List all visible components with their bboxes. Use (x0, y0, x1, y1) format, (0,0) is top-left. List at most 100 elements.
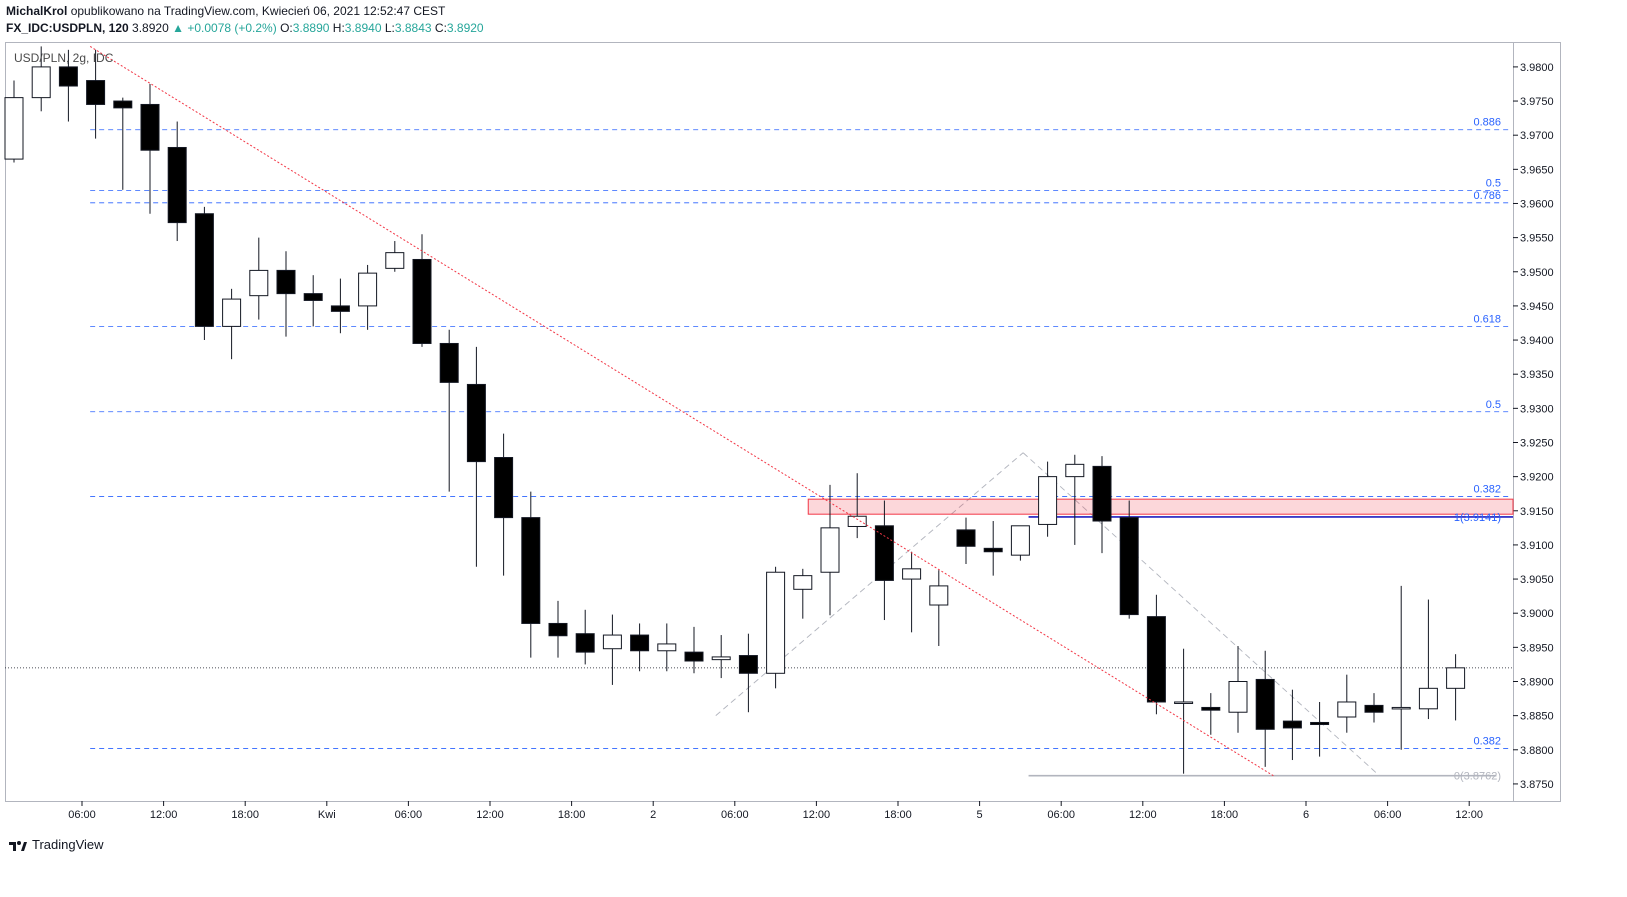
candle-body (1038, 476, 1058, 525)
candle-body (86, 80, 106, 105)
candle-body (847, 515, 867, 527)
y-tick-label: 3.9400 (1520, 335, 1554, 347)
x-tick-label: 06:00 (68, 809, 96, 821)
candle-body (956, 529, 976, 547)
candle-body (1228, 680, 1248, 713)
x-tick-label: 18:00 (1211, 809, 1239, 821)
x-tick-label: 06:00 (395, 809, 423, 821)
x-tick-label: 12:00 (803, 809, 831, 821)
candle-body (929, 585, 949, 606)
x-tick-label: 12:00 (476, 809, 504, 821)
resistance-zone[interactable] (807, 498, 1514, 515)
y-tick-label: 3.9450 (1520, 301, 1554, 313)
fib-level-label: 0.618 (1473, 313, 1501, 325)
candle-body (113, 100, 133, 109)
x-tick-label: Kwi (318, 809, 336, 821)
y-tick-label: 3.8900 (1520, 676, 1554, 688)
fib-level-label: 0.5 (1486, 399, 1501, 411)
candle-body (1391, 706, 1411, 710)
y-tick-label: 3.9050 (1520, 574, 1554, 586)
x-tick-label: 06:00 (1047, 809, 1075, 821)
candle-body (983, 547, 1003, 553)
fib-level-label: 0.382 (1473, 735, 1501, 747)
x-tick-label: 18:00 (558, 809, 586, 821)
candle-body (222, 298, 242, 327)
y-tick-label: 3.9250 (1520, 437, 1554, 449)
fib-level-label: 0.886 (1473, 117, 1501, 129)
y-tick-label: 3.9150 (1520, 506, 1554, 518)
y-tick-label: 3.9350 (1520, 369, 1554, 381)
candle-body (439, 342, 459, 383)
candle-body (766, 571, 786, 674)
close-label: C: (434, 21, 447, 35)
candle-body (902, 568, 922, 580)
candle-body (303, 293, 323, 301)
open-label: O: (280, 21, 293, 35)
x-tick-label: 12:00 (1455, 809, 1483, 821)
footer-brand[interactable]: TradingView (8, 837, 104, 852)
candle-body (1364, 704, 1384, 713)
x-tick-label: 06:00 (1374, 809, 1402, 821)
high-label: H: (332, 21, 345, 35)
x-tick-label: 18:00 (231, 809, 259, 821)
candle-body (466, 383, 486, 463)
candle-body (412, 258, 432, 344)
chart-pane[interactable] (5, 42, 1514, 802)
x-tick-label: 18:00 (884, 809, 912, 821)
trendline[interactable] (89, 45, 1274, 777)
x-tick-label: 12:00 (1129, 809, 1157, 821)
candle-body (684, 651, 704, 662)
candle-body (1119, 517, 1139, 616)
candle-body (140, 103, 160, 151)
last-price: 3.8920 (132, 21, 169, 35)
publish-info: MichalKrol opublikowano na TradingView.c… (6, 4, 445, 18)
y-tick-label: 3.9700 (1520, 130, 1554, 142)
candle-body (602, 634, 622, 650)
candle-body (711, 656, 731, 661)
candle-body (1418, 687, 1438, 710)
candle-body (548, 622, 568, 637)
candle-body (1174, 701, 1194, 704)
candle-body (494, 457, 514, 519)
candle-body (630, 634, 650, 652)
fib-level-label: 0.5 (1486, 178, 1501, 190)
candle-body (167, 146, 187, 224)
candle-body (1092, 465, 1112, 522)
candle-body (1201, 706, 1221, 711)
fib-level-label: 0.382 (1473, 483, 1501, 495)
y-tick-label: 3.9200 (1520, 472, 1554, 484)
candle-body (820, 527, 840, 573)
fib-level-label: 0.786 (1473, 190, 1501, 202)
x-tick-label: 5 (977, 809, 983, 821)
low-label: L: (384, 21, 395, 35)
candle-body (1310, 721, 1330, 726)
symbol-info: FX_IDC:USDPLN, 120 3.8920 ▲ +0.0078 (+0.… (6, 21, 484, 35)
candle-body (1255, 678, 1275, 730)
y-tick-label: 3.9750 (1520, 96, 1554, 108)
candle-body (4, 97, 24, 160)
candle-body (657, 643, 677, 652)
fib-swing-line (715, 452, 1024, 716)
chart-title: USD/PLN, 2g, IDC (14, 51, 114, 65)
y-tick-label: 3.9600 (1520, 198, 1554, 210)
low-level-label: 0(3.8762) (1454, 771, 1501, 783)
tradingview-logo-icon (9, 840, 27, 851)
footer-brand-label: TradingView (32, 837, 104, 852)
candle-body (1146, 616, 1166, 703)
candle-body (58, 66, 78, 87)
y-tick-label: 3.8850 (1520, 711, 1554, 723)
author-name[interactable]: MichalKrol (6, 4, 68, 18)
open-value: 3.8890 (292, 21, 330, 35)
price-axis[interactable] (1513, 42, 1561, 802)
candle-body (521, 517, 541, 624)
y-tick-label: 3.9500 (1520, 267, 1554, 279)
y-tick-label: 3.9300 (1520, 403, 1554, 415)
y-tick-label: 3.9650 (1520, 164, 1554, 176)
candle-body (358, 272, 378, 307)
candle-body (874, 525, 894, 581)
y-tick-label: 3.8750 (1520, 779, 1554, 791)
high-value: 3.8940 (344, 21, 382, 35)
x-tick-label: 2 (650, 809, 656, 821)
candle-body (738, 655, 758, 674)
